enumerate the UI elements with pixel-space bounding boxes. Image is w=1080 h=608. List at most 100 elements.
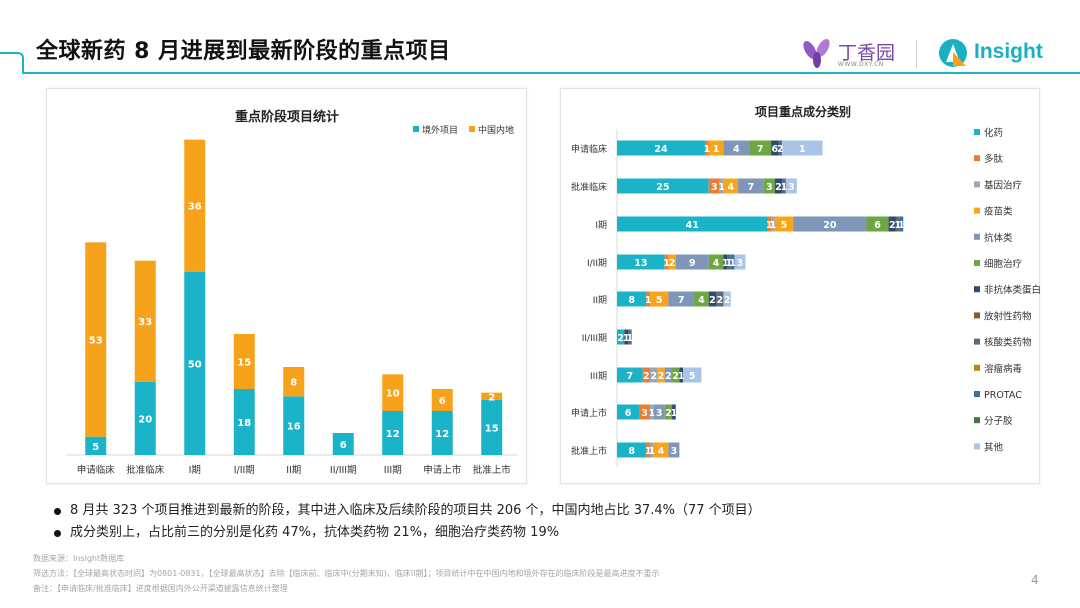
page-title: 全球新药 8 月进展到最新阶段的重点项目 — [36, 39, 451, 64]
bar-value-label: 15 — [237, 358, 251, 369]
bar-value-label: 15 — [485, 424, 499, 435]
bar-segment — [639, 404, 651, 420]
bar-segment — [481, 392, 503, 400]
bar-value-label: 36 — [188, 202, 202, 213]
bar-value-label: 41 — [686, 220, 699, 231]
bar-value-label: 20 — [138, 414, 152, 425]
legend-swatch — [974, 155, 980, 162]
bar-segment — [683, 367, 702, 383]
bar-value-label: 6 — [874, 220, 881, 231]
bar-value-label: 1 — [663, 258, 670, 269]
bar-segment — [184, 139, 206, 272]
logo-separator — [916, 40, 917, 68]
legend-swatch — [974, 312, 980, 319]
bar-value-label: 2 — [617, 333, 624, 344]
y-tick-label: 批准上市 — [571, 445, 607, 457]
bar-value-label: 1 — [722, 258, 729, 269]
legend-label: 分子胶 — [984, 415, 1013, 427]
bar-value-label: 2 — [488, 392, 495, 403]
bar-segment — [730, 254, 735, 270]
summary-bullet: 成分类别上，占比前三的分别是化药 47%，抗体类药物 21%，细胞治疗类药物 1… — [54, 522, 761, 544]
x-tick-label: I/II期 — [234, 465, 255, 476]
bar-value-label: 3 — [671, 446, 678, 457]
bar-segment — [650, 442, 654, 458]
bar-segment — [617, 254, 665, 270]
bar-value-label: 3 — [737, 258, 744, 269]
bar-segment — [774, 216, 794, 232]
bar-segment — [771, 140, 779, 156]
bar-segment — [617, 291, 647, 307]
bar-value-label: 3 — [766, 182, 773, 193]
bar-value-label: 8 — [628, 295, 635, 306]
bar-value-label: 2 — [658, 371, 665, 382]
bar-value-label: 3 — [788, 182, 795, 193]
bar-segment — [771, 216, 775, 232]
bar-segment — [719, 178, 724, 194]
bar-value-label: 5 — [92, 442, 99, 453]
legend-swatch — [413, 126, 419, 132]
bar-value-label: 18 — [237, 418, 251, 429]
bar-segment — [85, 436, 107, 455]
header-divider — [22, 72, 1080, 74]
bar-segment — [668, 442, 680, 458]
bar-value-label: 1 — [623, 333, 630, 344]
legend-label: 其他 — [984, 441, 1004, 453]
summary-bullet-text: 8 月共 323 个项目推进到最新的阶段，其中进入临床及后续阶段的项目共 206… — [70, 503, 761, 518]
legend-label: 境外项目 — [422, 124, 458, 136]
bar-value-label: 5 — [781, 220, 788, 231]
bar-segment — [628, 329, 632, 345]
bar-value-label: 16 — [287, 422, 301, 433]
y-tick-label: 申请临床 — [571, 143, 607, 155]
dxy-logo-text: 丁香园 — [838, 42, 896, 64]
header-accent-hook — [0, 52, 24, 74]
legend-label: 中国内地 — [478, 124, 514, 136]
bar-value-label: 12 — [435, 429, 449, 440]
bar-value-label: 6 — [439, 396, 446, 407]
bar-value-label: 7 — [627, 371, 634, 382]
bar-value-label: 1 — [766, 220, 773, 231]
y-tick-label: II/III期 — [582, 333, 607, 344]
bar-value-label: 4 — [713, 258, 720, 269]
bar-value-label: 7 — [678, 295, 685, 306]
bar-value-label: 8 — [290, 378, 297, 389]
bar-value-label: 2 — [889, 220, 896, 231]
bar-segment — [668, 254, 676, 270]
bar-segment — [481, 400, 503, 455]
bar-segment — [134, 260, 156, 382]
legend-label: 核酸类药物 — [984, 337, 1032, 349]
legend-label: PROTAC — [984, 390, 1022, 401]
bar-segment — [749, 140, 772, 156]
bar-segment — [785, 178, 797, 194]
bar-value-label: 8 — [628, 446, 635, 457]
bar-segment — [708, 140, 724, 156]
x-tick-label: I期 — [189, 465, 201, 476]
bar-segment — [617, 442, 647, 458]
bar-segment — [650, 291, 669, 307]
legend-label: 基因治疗 — [984, 179, 1023, 191]
bar-segment — [184, 271, 206, 455]
bar-segment — [782, 178, 786, 194]
bar-value-label: 33 — [138, 317, 152, 328]
bar-segment — [657, 367, 665, 383]
bar-segment — [895, 216, 900, 232]
bar-segment — [650, 404, 654, 420]
bar-segment — [624, 329, 629, 345]
bar-segment — [664, 404, 673, 420]
bar-value-label: 2 — [669, 258, 676, 269]
bar-value-label: 1 — [649, 446, 656, 457]
bar-segment — [672, 404, 676, 420]
bar-value-label: 1 — [718, 182, 725, 193]
bar-segment — [705, 140, 709, 156]
bar-segment — [767, 216, 772, 232]
legend-swatch — [974, 129, 980, 135]
bar-value-label: 5 — [656, 295, 663, 306]
bar-segment — [283, 367, 305, 397]
bar-segment — [672, 367, 680, 383]
bar-segment — [793, 216, 867, 232]
legend-swatch — [974, 338, 980, 345]
x-tick-label: 批准上市 — [473, 464, 512, 476]
bar-value-label: 5 — [689, 371, 696, 382]
bar-value-label: 13 — [634, 258, 647, 269]
